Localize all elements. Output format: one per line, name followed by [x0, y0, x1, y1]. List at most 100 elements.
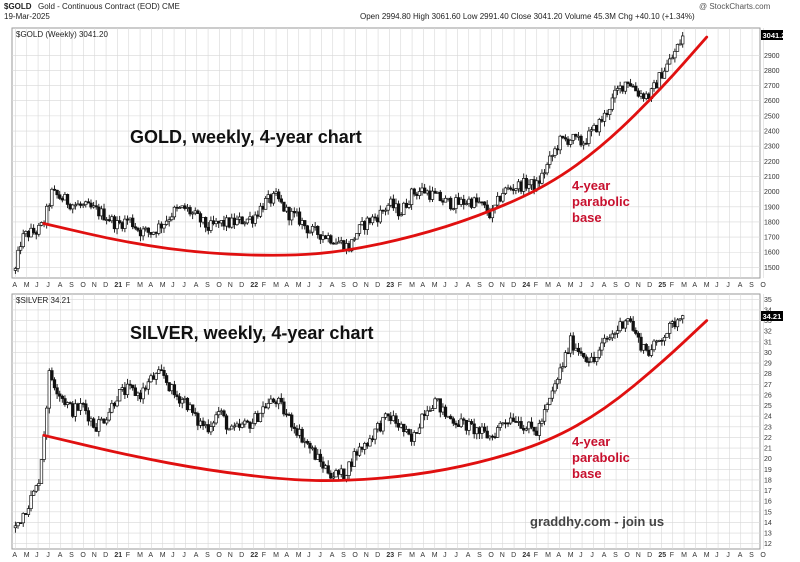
- candle-body: [99, 418, 104, 421]
- candle-body: [467, 198, 471, 205]
- candle-body: [425, 410, 429, 416]
- candle-body: [394, 203, 398, 209]
- close-value: 3041.20: [533, 12, 563, 21]
- annotation-text: parabolic: [572, 194, 630, 209]
- candle-body: [60, 395, 64, 399]
- candle-body: [402, 202, 406, 216]
- volume-value: 45.3M: [593, 12, 616, 21]
- x-tick-label: M: [545, 282, 551, 289]
- candle-body: [579, 351, 583, 354]
- candle-body: [240, 216, 244, 225]
- x-tick-label: M: [273, 282, 279, 289]
- candle-body: [480, 201, 484, 204]
- candle-body: [331, 476, 336, 479]
- x-tick-label: J: [443, 552, 447, 559]
- y-tick-label: 2800: [764, 68, 780, 75]
- candle-body: [47, 370, 51, 409]
- candle-body: [224, 217, 229, 227]
- candle-body: [514, 188, 518, 191]
- candle-body: [55, 387, 59, 395]
- candle-body: [589, 356, 594, 363]
- candle-body: [519, 181, 523, 192]
- x-tick-label: J: [46, 552, 50, 559]
- candle-body: [654, 82, 659, 89]
- candle-body: [125, 383, 130, 395]
- plot-area: [11, 27, 761, 279]
- candle-body: [415, 432, 419, 434]
- candle-body: [409, 188, 414, 205]
- candle-body: [136, 392, 140, 396]
- candle-body: [146, 227, 150, 233]
- candle-body: [399, 423, 403, 428]
- x-tick-label: J: [715, 552, 719, 559]
- last-value-label: 3041.20: [763, 31, 790, 40]
- candle-body: [428, 190, 432, 200]
- candle-body: [131, 384, 135, 389]
- candle-body: [305, 440, 309, 444]
- series-legend: $SILVER 34.21: [16, 296, 71, 305]
- candle-body: [308, 442, 312, 449]
- x-tick-label: A: [738, 282, 743, 289]
- candle-body: [555, 378, 560, 385]
- candle-body: [321, 235, 325, 240]
- last-value-label: 34.21: [763, 312, 782, 321]
- candle-body: [350, 461, 354, 467]
- y-tick-label: 25: [764, 403, 772, 410]
- x-tick-label: S: [341, 552, 346, 559]
- candle-body: [146, 381, 150, 390]
- candle-body: [60, 198, 64, 201]
- x-tick-label: M: [568, 552, 574, 559]
- candle-body: [357, 224, 362, 234]
- candle-body: [89, 202, 93, 208]
- candle-body: [668, 323, 672, 334]
- candle-body: [297, 428, 302, 436]
- x-tick-label: J: [35, 282, 39, 289]
- candle-body: [506, 187, 510, 190]
- candle-body: [214, 414, 218, 424]
- candle-body: [263, 198, 268, 210]
- candle-body: [449, 415, 453, 420]
- candle-body: [256, 214, 260, 217]
- candle-body: [144, 387, 148, 390]
- candle-body: [55, 189, 59, 196]
- candle-body: [65, 402, 70, 405]
- candle-body: [295, 428, 299, 436]
- candle-body: [120, 387, 124, 390]
- candle-body: [662, 70, 667, 79]
- candle-body: [360, 446, 364, 450]
- y-tick-label: 29: [764, 361, 772, 368]
- candle-body: [282, 401, 286, 415]
- candle-body: [211, 220, 216, 225]
- candle-body: [112, 402, 117, 407]
- candle-body: [363, 443, 367, 450]
- x-tick-label: M: [681, 552, 687, 559]
- candle-body: [657, 340, 661, 342]
- candle-body: [24, 513, 28, 515]
- candle-body: [660, 340, 664, 342]
- candle-body: [675, 44, 680, 52]
- candle-body: [110, 216, 114, 222]
- y-tick-label: 2600: [764, 98, 780, 105]
- x-tick-label: S: [477, 552, 482, 559]
- x-tick-label: A: [330, 552, 335, 559]
- candle-body: [115, 220, 119, 230]
- candle-body: [587, 130, 591, 144]
- series-legend: $GOLD (Weekly) 3041.20: [16, 30, 108, 39]
- candle-body: [456, 424, 461, 427]
- candle-body: [527, 421, 531, 430]
- y-tick-label: 34: [764, 307, 772, 314]
- x-tick-label: M: [409, 552, 415, 559]
- candle-body: [376, 217, 380, 223]
- candle-body: [391, 415, 396, 421]
- candle-body: [516, 181, 521, 190]
- candle-body: [462, 198, 466, 205]
- candle-body: [13, 525, 18, 529]
- candle-body: [13, 268, 18, 271]
- candle-body: [482, 201, 487, 206]
- candle-body: [548, 155, 552, 165]
- candle-body: [456, 197, 461, 205]
- candle-body: [292, 426, 296, 429]
- candle-body: [459, 198, 463, 205]
- candle-body: [177, 207, 182, 209]
- x-tick-label: S: [205, 552, 210, 559]
